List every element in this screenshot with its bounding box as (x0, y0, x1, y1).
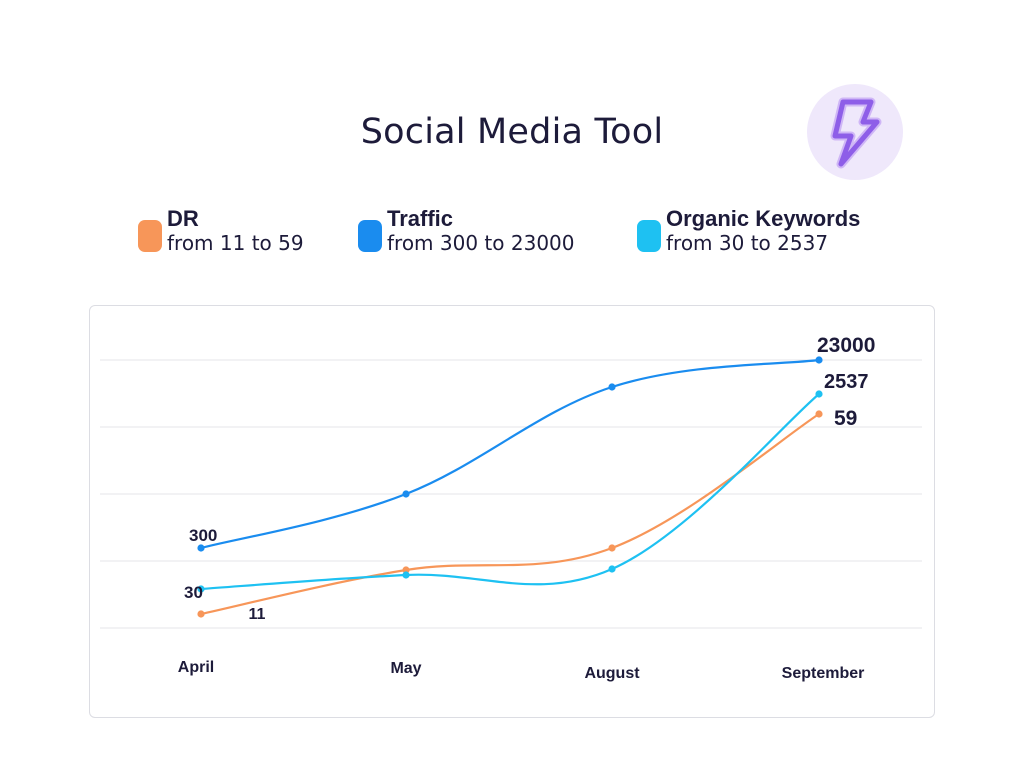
data-point-dr-september (815, 410, 823, 418)
data-point-dr-april (197, 610, 205, 618)
data-label-traffic-start: 300 (189, 526, 217, 545)
legend-name-dr: DR (167, 206, 199, 231)
x-tick-label: August (584, 665, 640, 682)
lightning-bolt-icon (830, 97, 882, 169)
legend-range-organic-keywords: from 30 to 2537 (666, 231, 829, 255)
series-line-dr (200, 413, 820, 616)
legend-swatch-dr (138, 220, 162, 252)
data-point-organic-keywords-august (608, 565, 616, 573)
data-label-dr-start: 11 (249, 606, 266, 623)
legend-name-organic-keywords: Organic Keywords (666, 206, 861, 231)
legend-range-dr: from 11 to 59 (167, 231, 304, 255)
data-point-traffic-september (815, 356, 823, 364)
x-tick-label: April (178, 659, 214, 676)
legend-range-traffic: from 300 to 23000 (387, 231, 575, 255)
data-point-dr-may (402, 566, 410, 574)
legend-swatch-traffic (358, 220, 382, 252)
legend-name-traffic: Traffic (387, 206, 454, 231)
data-point-organic-keywords-may (402, 571, 410, 579)
x-tick-label: September (782, 665, 865, 682)
plot-area (89, 305, 935, 718)
data-label-traffic-end: 23000 (817, 334, 875, 357)
chart-title: Social Media Tool (360, 112, 664, 152)
data-label-organic-keywords-start: 30 (184, 583, 203, 602)
data-point-organic-keywords-april (197, 585, 205, 593)
legend-swatch-organic-keywords (637, 220, 661, 252)
data-point-traffic-april (197, 544, 205, 552)
data-point-traffic-may (402, 490, 410, 498)
data-point-traffic-august (608, 383, 616, 391)
brand-logo (807, 84, 903, 180)
data-point-dr-august (608, 544, 616, 552)
series-line-traffic (200, 358, 820, 550)
data-label-dr-end: 59 (834, 407, 857, 430)
data-point-organic-keywords-september (815, 390, 823, 398)
data-label-organic-keywords-end: 2537 (824, 371, 869, 393)
x-tick-label: May (390, 660, 421, 677)
series-line-organic-keywords (200, 393, 820, 591)
